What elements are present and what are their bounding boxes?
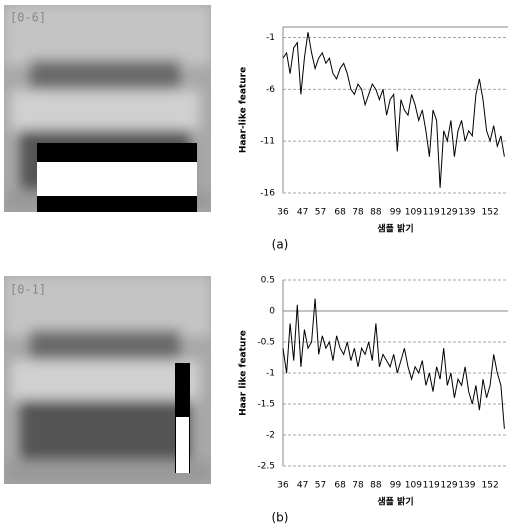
data-line xyxy=(282,298,505,429)
x-tick-label: 139 xyxy=(458,481,475,491)
y-axis-title: Haar like feature xyxy=(239,330,249,416)
y-tick-label: -6 xyxy=(266,85,275,95)
x-tick-label: 57 xyxy=(315,481,326,491)
y-tick-label: -1.5 xyxy=(257,400,275,410)
x-tick-label: 152 xyxy=(482,208,499,218)
y-tick-label: 0.5 xyxy=(261,276,275,286)
y-tick-label: 0 xyxy=(269,307,275,317)
x-tick-label: 57 xyxy=(315,208,326,218)
x-tick-label: 129 xyxy=(440,208,457,218)
panel-label: (b) xyxy=(272,511,289,525)
haar-white xyxy=(176,417,189,473)
x-tick-label: 119 xyxy=(423,481,440,491)
x-tick-label: 78 xyxy=(352,208,364,218)
x-tick-label: 119 xyxy=(423,208,440,218)
x-tick-label: 36 xyxy=(277,481,289,491)
y-tick-label: -2 xyxy=(266,431,275,441)
image-label: [0-6] xyxy=(10,11,46,25)
y-tick-label: -16 xyxy=(260,189,275,199)
y-tick-label: -0.5 xyxy=(257,338,275,348)
x-tick-label: 139 xyxy=(458,208,475,218)
x-tick-label: 36 xyxy=(277,208,289,218)
y-tick-label: -1 xyxy=(266,33,275,43)
y-tick-label: -11 xyxy=(260,137,275,147)
panel-label: (a) xyxy=(272,238,289,252)
x-tick-label: 109 xyxy=(405,208,422,218)
x-axis-title: 샘플 밝기 xyxy=(377,496,413,508)
image-label: [0-1] xyxy=(10,283,46,297)
x-tick-label: 129 xyxy=(440,481,457,491)
haar-white xyxy=(37,162,197,196)
x-tick-label: 109 xyxy=(405,481,422,491)
x-tick-label: 99 xyxy=(390,208,402,218)
car-image xyxy=(4,276,211,484)
x-tick-label: 88 xyxy=(370,481,382,491)
x-axis-title: 샘플 밝기 xyxy=(377,223,413,235)
x-tick-label: 78 xyxy=(352,481,364,491)
x-tick-label: 99 xyxy=(390,481,402,491)
x-tick-label: 68 xyxy=(334,481,346,491)
x-tick-label: 47 xyxy=(297,481,308,491)
y-tick-label: -1 xyxy=(266,369,275,379)
x-tick-label: 88 xyxy=(370,208,382,218)
y-axis-title: Haar-like feature xyxy=(239,67,249,153)
x-tick-label: 68 xyxy=(334,208,346,218)
data-line xyxy=(282,32,505,188)
x-tick-label: 47 xyxy=(297,208,308,218)
x-tick-label: 152 xyxy=(482,481,499,491)
y-tick-label: -2.5 xyxy=(257,462,275,472)
